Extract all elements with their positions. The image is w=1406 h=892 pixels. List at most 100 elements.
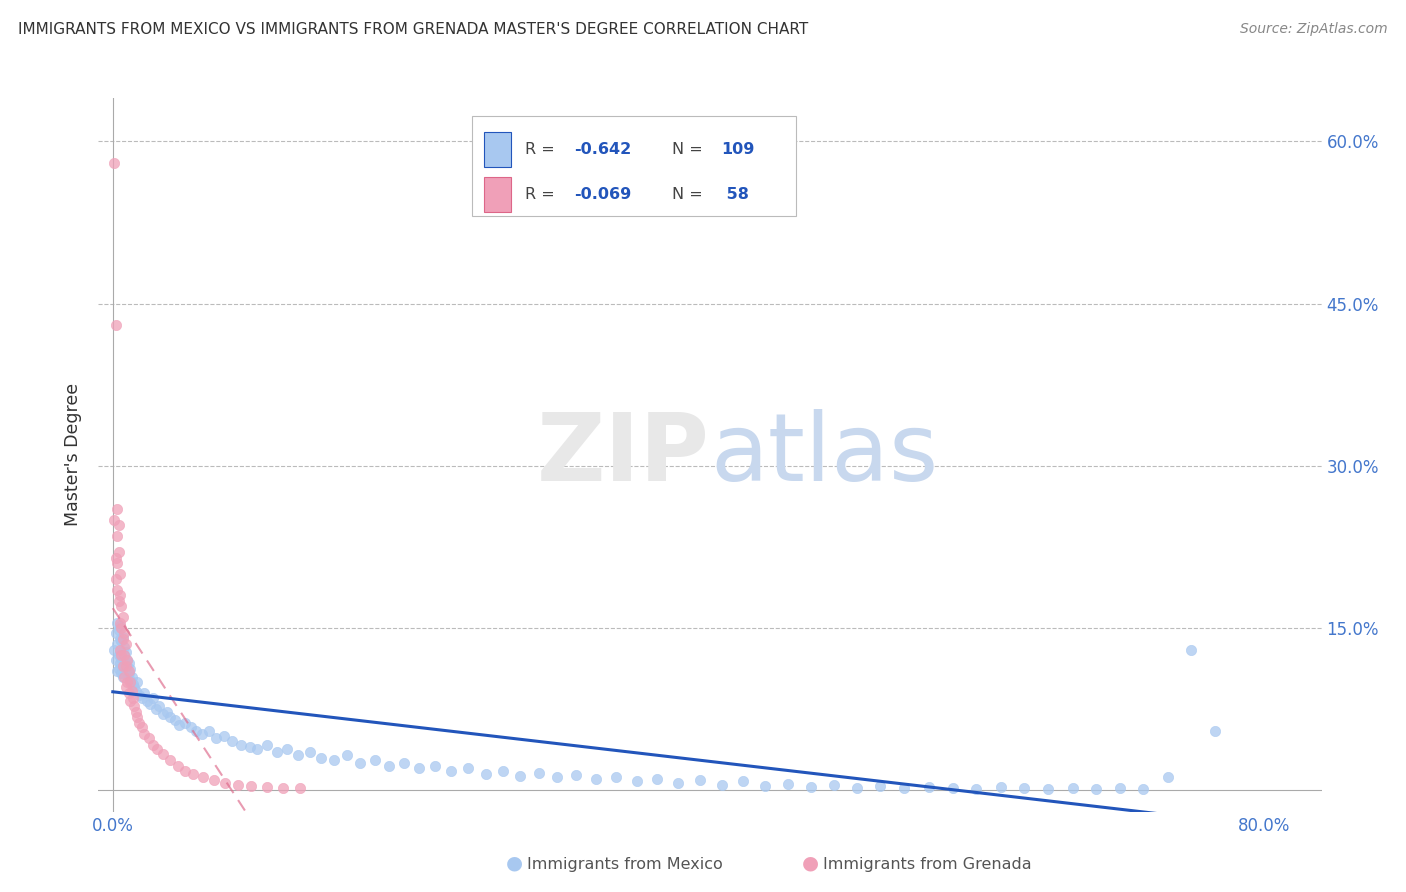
Text: -0.069: -0.069 xyxy=(574,187,631,202)
Point xyxy=(173,716,195,731)
Point xyxy=(117,664,139,678)
Bar xyxy=(484,132,510,168)
Text: R =: R = xyxy=(526,142,560,157)
Point xyxy=(108,656,131,670)
Point xyxy=(107,594,129,608)
Point xyxy=(128,716,150,731)
Point xyxy=(134,727,156,741)
Point xyxy=(108,615,131,630)
Point xyxy=(214,775,236,789)
Point xyxy=(120,694,142,708)
Point xyxy=(1012,780,1035,795)
Point xyxy=(103,513,125,527)
Point xyxy=(1109,780,1132,795)
Point xyxy=(114,637,136,651)
Point xyxy=(193,770,215,784)
Point xyxy=(845,780,868,795)
Point xyxy=(1084,782,1107,797)
Point xyxy=(509,769,531,783)
Point xyxy=(246,742,269,756)
Point xyxy=(311,750,333,764)
Point xyxy=(107,545,129,559)
Text: N =: N = xyxy=(672,142,709,157)
Point xyxy=(110,651,132,665)
Text: ●: ● xyxy=(506,854,523,872)
Point xyxy=(271,780,294,795)
Point xyxy=(145,702,167,716)
Point xyxy=(754,779,776,793)
Point xyxy=(256,738,278,752)
Point xyxy=(131,691,153,706)
Point xyxy=(131,720,153,734)
Point xyxy=(186,723,208,738)
Y-axis label: Master's Degree: Master's Degree xyxy=(65,384,83,526)
Point xyxy=(111,669,134,683)
Point xyxy=(276,742,298,756)
Point xyxy=(105,637,128,651)
Point xyxy=(105,664,128,678)
Point xyxy=(239,779,262,793)
Point xyxy=(125,705,148,719)
Point xyxy=(392,756,415,770)
Point xyxy=(408,762,430,776)
Point xyxy=(823,778,845,792)
Point xyxy=(103,642,125,657)
Point xyxy=(645,772,668,787)
Point xyxy=(107,662,129,676)
Point xyxy=(1180,642,1202,657)
Point xyxy=(108,632,131,646)
Point xyxy=(266,745,288,759)
Point xyxy=(159,753,181,767)
Point xyxy=(364,753,387,767)
Point xyxy=(942,780,965,795)
Point xyxy=(114,664,136,678)
Point xyxy=(124,681,146,695)
Point xyxy=(107,518,129,533)
Point xyxy=(114,645,136,659)
Point xyxy=(492,764,515,778)
Point xyxy=(114,658,136,673)
Point xyxy=(166,759,188,773)
Text: Immigrants from Mexico: Immigrants from Mexico xyxy=(527,857,723,872)
Text: ZIP: ZIP xyxy=(537,409,710,501)
Point xyxy=(323,753,346,767)
Point xyxy=(159,709,181,723)
Point xyxy=(221,734,243,748)
Point xyxy=(990,780,1012,794)
Point xyxy=(1038,782,1060,797)
Text: 58: 58 xyxy=(721,187,749,202)
Point xyxy=(108,589,131,603)
Point xyxy=(115,658,138,673)
Point xyxy=(457,762,479,776)
Point xyxy=(527,765,550,780)
Point xyxy=(110,648,132,662)
Point xyxy=(105,529,128,543)
Point xyxy=(103,156,125,170)
Point xyxy=(198,723,221,738)
Point xyxy=(117,666,139,681)
Point xyxy=(1062,780,1084,795)
Point xyxy=(114,681,136,695)
Point xyxy=(105,502,128,516)
Point xyxy=(112,648,135,662)
Point xyxy=(112,656,135,670)
Point xyxy=(148,698,170,713)
Point xyxy=(173,764,195,778)
Point xyxy=(105,583,128,598)
Point xyxy=(104,626,127,640)
Point xyxy=(105,615,128,630)
Point xyxy=(1132,782,1154,797)
Point xyxy=(120,673,142,687)
Point xyxy=(104,653,127,667)
Point xyxy=(110,599,132,614)
Point xyxy=(107,623,129,637)
Point xyxy=(1204,723,1226,738)
Point xyxy=(336,748,359,763)
Point xyxy=(111,630,134,644)
Point xyxy=(110,633,132,648)
Text: Immigrants from Grenada: Immigrants from Grenada xyxy=(823,857,1031,872)
Point xyxy=(115,653,138,667)
Point xyxy=(425,759,447,773)
Point xyxy=(689,773,711,788)
Point xyxy=(111,632,134,646)
